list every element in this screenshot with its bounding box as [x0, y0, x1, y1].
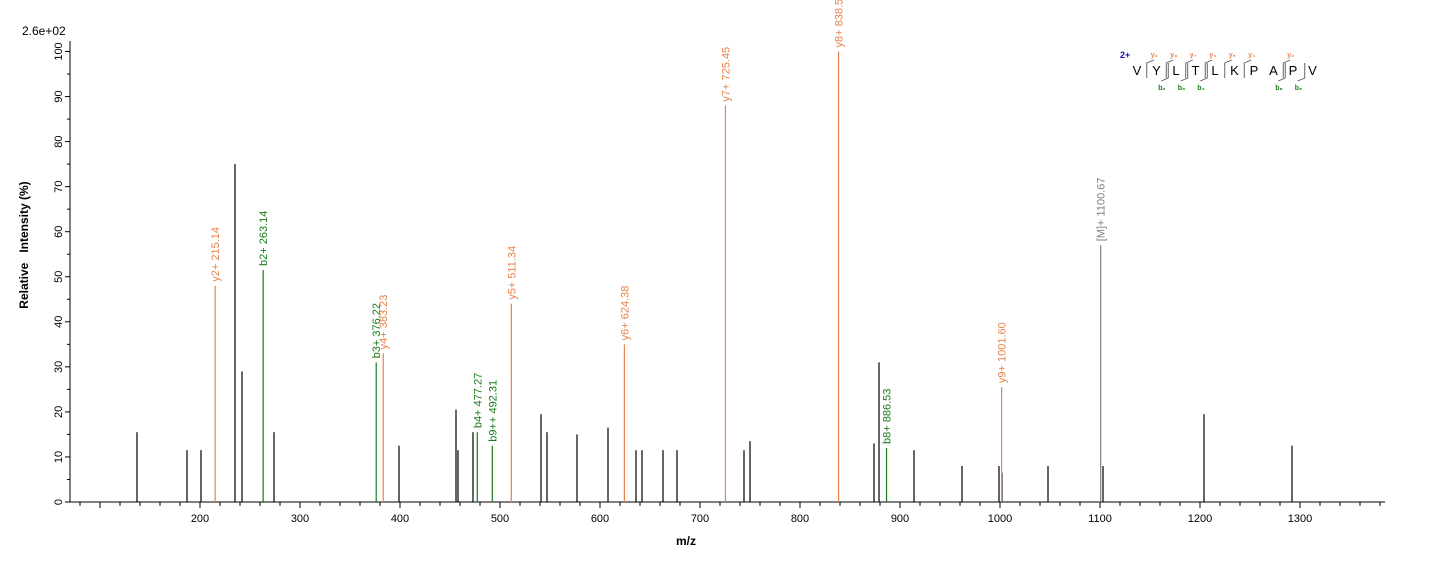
b-ion-label: b₉ [1295, 85, 1302, 92]
x-tick-label: 700 [691, 513, 709, 525]
intensity-scale-label: 2.6e+02 [22, 24, 66, 38]
y-ion-label: y₅ [1229, 52, 1236, 59]
b-ion-marker [1161, 63, 1169, 82]
peak-label: b8+ 886.53 [882, 389, 894, 444]
sequence-residue: K [1230, 63, 1239, 78]
peak-label: y8+ 838.57 [834, 0, 846, 48]
y-tick-label: 60 [53, 226, 65, 238]
y-tick-label: 50 [53, 271, 65, 283]
b-ion-label: b₃ [1178, 85, 1186, 92]
y-ion-marker [1243, 59, 1252, 78]
x-tick-label: 1200 [1188, 513, 1212, 525]
x-tick-label: 400 [391, 513, 409, 525]
x-tick-label: 1000 [988, 513, 1012, 525]
x-axis-title: m/z [676, 534, 696, 548]
y-ion-label: y₉ [1151, 52, 1158, 59]
y-ion-marker [1185, 59, 1193, 78]
sequence-residue: Y [1152, 63, 1161, 78]
y-tick-label: 40 [53, 316, 65, 328]
x-tick-label: 800 [791, 513, 809, 525]
charge-state: 2+ [1120, 50, 1130, 60]
x-tick-label: 1300 [1288, 513, 1312, 525]
y-ion-marker [1165, 59, 1174, 78]
y-ion-marker [1224, 59, 1232, 78]
x-tick-label: 500 [491, 513, 509, 525]
b-ion-label: b₂ [1158, 85, 1165, 92]
peak-label: y6+ 624.38 [619, 286, 631, 341]
sequence-residue: T [1192, 63, 1200, 78]
peak-label: b4+ 477.27 [472, 373, 484, 428]
y-ion-label: y₇ [1190, 52, 1197, 59]
b-ion-marker [1297, 63, 1306, 82]
y-axis: 0 10 20 30 40 50 60 70 80 90 100 [53, 41, 71, 505]
peak-label: b2+ 263.14 [258, 211, 270, 266]
y-ion-label: y₂ [1287, 52, 1294, 59]
y-ion-marker [1282, 59, 1291, 78]
sequence-residue: L [1211, 63, 1218, 78]
peak-label: [M]+ 1100.67 [1096, 178, 1108, 242]
y-axis-title: Relative Intensity (%) [17, 181, 31, 308]
sequence-residue: V [1308, 63, 1317, 78]
y-tick-label: 30 [53, 361, 65, 373]
sequence-residue: L [1172, 63, 1179, 78]
y-ion-marker [1146, 59, 1154, 78]
y-tick-label: 80 [53, 135, 65, 147]
b-ion-marker [1180, 63, 1189, 82]
b-ion-marker [1200, 63, 1208, 82]
y-tick-label: 100 [53, 42, 65, 60]
x-tick-label: 300 [291, 513, 309, 525]
peak-label: b9++ 492.31 [487, 380, 499, 442]
y-ion-label: y₄ [1248, 52, 1255, 59]
b-ion-marker [1278, 63, 1286, 82]
peak-label: y4+ 383.23 [378, 295, 390, 350]
b-ion-label: b₈ [1275, 85, 1283, 92]
y-ion-label: y₈ [1170, 52, 1177, 59]
y-ion-label: y₆ [1209, 52, 1216, 59]
x-axis: 200 300 400 500 600 700 800 900 1000 1100 1200 1300 [70, 501, 1385, 525]
peak-label: b3+ 376.22 [371, 303, 383, 358]
y-tick-label: 0 [53, 499, 65, 505]
x-tick-label: 1100 [1088, 513, 1112, 525]
y-tick-label: 70 [53, 181, 65, 193]
y-tick-label: 90 [53, 90, 65, 102]
peaks [136, 164, 1293, 502]
y-ion-marker [1204, 59, 1213, 78]
b-ion-label: b₄ [1197, 85, 1205, 92]
sequence-residue: A [1269, 63, 1278, 78]
x-tick-label: 200 [191, 513, 209, 525]
x-tick-label: 600 [591, 513, 609, 525]
peak-label: y2+ 215.14 [210, 227, 222, 282]
sequence-residue: P [1289, 63, 1298, 78]
peak-label: y9+ 1001.60 [997, 322, 1009, 383]
x-tick-label: 900 [891, 513, 909, 525]
peak-label: y7+ 725.45 [720, 47, 732, 102]
y-tick-label: 20 [53, 406, 65, 418]
peak-label: y5+ 511.34 [506, 246, 518, 300]
y-tick-label: 10 [53, 451, 65, 463]
sequence-residue: P [1250, 63, 1259, 78]
sequence-residue: V [1133, 63, 1142, 78]
